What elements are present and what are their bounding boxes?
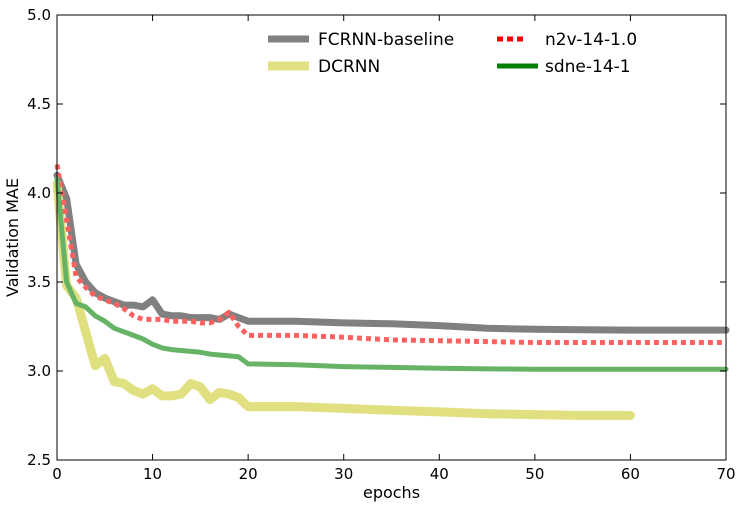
series-layer: [52, 164, 730, 420]
y-tick-label: 5.0: [27, 6, 51, 24]
series-line-fcrnn-baseline: [53, 171, 730, 334]
y-tick-label: 3.5: [27, 273, 51, 291]
x-tick-label: 30: [334, 465, 353, 483]
y-tick-label: 3.0: [27, 362, 51, 380]
x-tick-label: 0: [52, 465, 62, 483]
plot-frame: [56, 14, 727, 461]
x-tick-label: 20: [239, 465, 258, 483]
y-axis-title: Validation MAE: [3, 178, 22, 297]
series-line-sdne-14-1: [54, 176, 729, 372]
y-tick-label: 4.0: [27, 184, 51, 202]
series-line-n2v-14-1-0: [54, 164, 726, 345]
tick-layer: 0 10 20 30 40 50 60 70 2.5 3.0 3.5 4.0 4.5 5.0: [27, 6, 735, 483]
legend-label: sdne-14-1: [545, 57, 631, 77]
x-tick-label: 70: [716, 465, 735, 483]
legend-label: FCRNN-baseline: [318, 30, 454, 50]
y-tick-label: 2.5: [27, 451, 51, 469]
legend-label: n2v-14-1.0: [545, 30, 637, 50]
x-tick-label: 10: [143, 465, 162, 483]
legend: FCRNN-baseline DCRNN n2v-14-1.0 sdne-14-1: [268, 30, 637, 77]
x-tick-label: 40: [430, 465, 449, 483]
x-axis-title: epochs: [363, 483, 420, 502]
y-tick-label: 4.5: [27, 95, 51, 113]
x-tick-label: 60: [621, 465, 640, 483]
x-tick-label: 50: [525, 465, 544, 483]
legend-label: DCRNN: [318, 57, 380, 77]
series-line-dcrnn: [52, 179, 635, 420]
